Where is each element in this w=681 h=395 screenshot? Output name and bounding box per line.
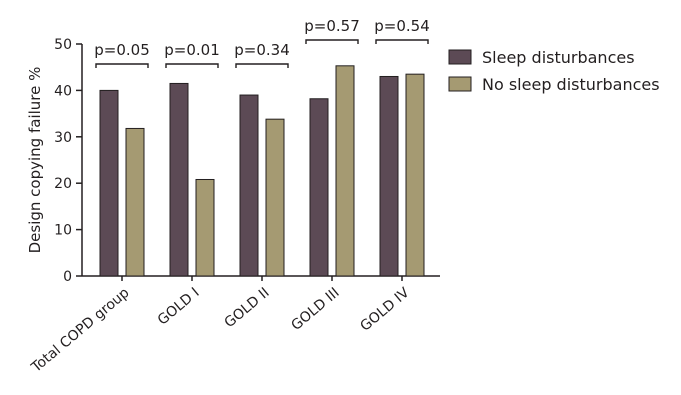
legend-label: No sleep disturbances [482, 75, 660, 94]
category-label: GOLD III [288, 285, 342, 334]
y-tick-label: 40 [54, 83, 72, 99]
legend-label: Sleep disturbances [482, 48, 635, 67]
category-label: Total COPD group [28, 285, 133, 377]
bar-sleep-disturbances [99, 89, 119, 277]
y-tick-label: 10 [54, 223, 72, 239]
category-label: GOLD II [222, 285, 273, 331]
p-value-label: p=0.57 [304, 17, 360, 35]
y-tick-label: 20 [54, 176, 72, 192]
p-value-label: p=0.54 [374, 17, 430, 35]
legend: Sleep disturbances No sleep disturbances [448, 48, 660, 94]
category-label: GOLD IV [357, 285, 413, 335]
significance-bracket [95, 63, 149, 68]
p-value-label: p=0.05 [94, 41, 150, 59]
plot-area: 0 10 20 30 40 50 Total COPD group p=0.05 GOLD I p… [28, 17, 440, 376]
y-axis-label: Design copying failure % [26, 67, 44, 254]
significance-bracket [305, 39, 359, 44]
y-tick-label: 30 [54, 130, 72, 146]
category-label: GOLD I [155, 285, 203, 329]
significance-bracket [165, 63, 219, 68]
y-tick-label: 0 [63, 269, 72, 285]
legend-swatch [448, 49, 472, 65]
significance-bracket [375, 39, 429, 44]
p-value-label: p=0.34 [234, 41, 290, 59]
bar-no-sleep-disturbances [335, 65, 355, 277]
bar-no-sleep-disturbances [405, 73, 425, 277]
bar-no-sleep-disturbances [195, 178, 215, 277]
bar-sleep-disturbances [379, 75, 399, 277]
significance-bracket [235, 63, 289, 68]
bar-no-sleep-disturbances [265, 118, 285, 277]
bar-sleep-disturbances [169, 82, 189, 277]
bar-no-sleep-disturbances [125, 127, 145, 277]
bar-sleep-disturbances [239, 94, 259, 277]
legend-swatch [448, 76, 472, 92]
bar-sleep-disturbances [309, 98, 329, 277]
y-tick-label: 50 [54, 37, 72, 53]
p-value-label: p=0.01 [164, 41, 220, 59]
